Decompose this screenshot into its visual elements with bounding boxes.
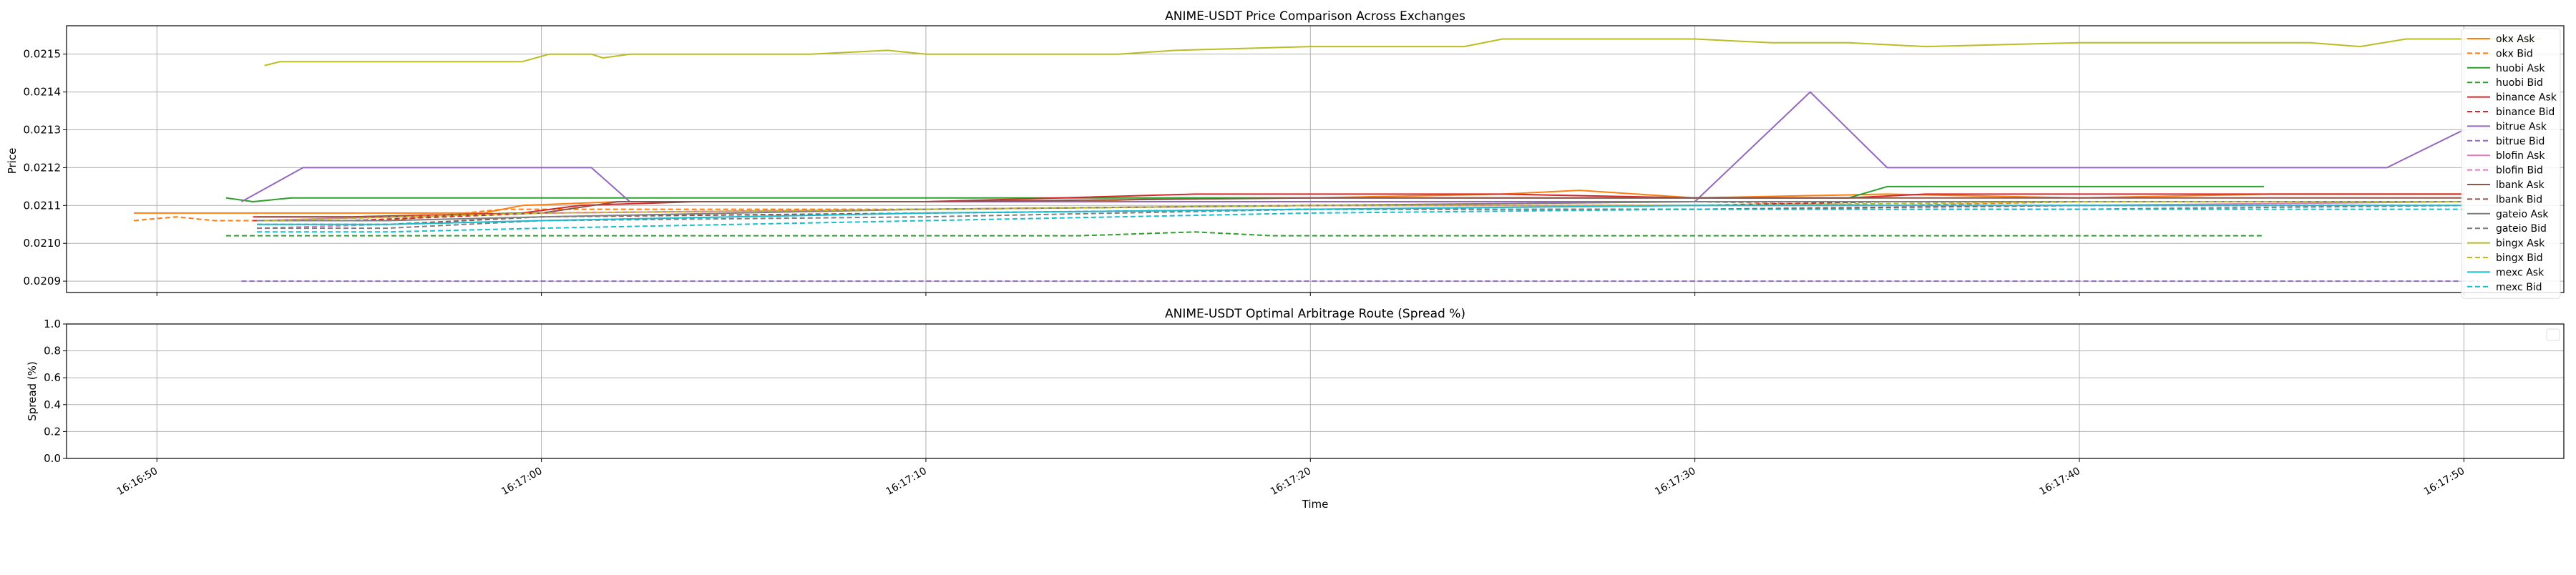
legend-label-bingx-ask: bingx Ask <box>2496 238 2545 250</box>
bottom-y-tick-label: 0.6 <box>44 371 61 384</box>
legend-label-huobi-bid: huobi Bid <box>2496 77 2543 89</box>
top-chart-title: ANIME-USDT Price Comparison Across Excha… <box>1165 9 1465 24</box>
series-line-huobi-ask <box>225 185 2264 202</box>
bottom-y-tick-label: 0.2 <box>44 425 61 438</box>
bottom-y-tick-label: 0.0 <box>44 452 61 465</box>
series-line-bitrue-ask <box>241 91 2464 202</box>
arbitrage-spread-chart: ANIME-USDT Optimal Arbitrage Route (Spre… <box>26 307 2565 511</box>
bottom-chart-plot-frame <box>66 323 2565 459</box>
top-chart-x-ticks <box>156 293 2464 296</box>
top-y-tick-label: 0.0215 <box>24 48 62 61</box>
bottom-chart-x-axis-label: Time <box>1302 498 1329 511</box>
legend-label-huobi-ask: huobi Ask <box>2496 63 2545 74</box>
legend-label-okx-ask: okx Ask <box>2496 34 2535 45</box>
bottom-x-tick-label: 16:17:40 <box>2037 466 2082 498</box>
top-chart-y-axis-label: Price <box>6 148 19 175</box>
top-chart-series-group <box>133 38 2541 282</box>
legend-label-mexc-ask: mexc Ask <box>2496 267 2545 278</box>
legend-frame <box>2461 28 2561 299</box>
bottom-chart-title: ANIME-USDT Optimal Arbitrage Route (Spre… <box>1165 307 1465 321</box>
top-y-tick-label: 0.0211 <box>24 199 62 212</box>
series-line-mexc-ask <box>257 205 2464 225</box>
top-y-tick-label: 0.0214 <box>24 86 62 99</box>
top-y-tick-label: 0.0210 <box>24 237 62 250</box>
series-line-huobi-bid <box>226 231 2264 237</box>
bottom-x-tick-label: 16:17:10 <box>884 466 928 498</box>
series-line-mexc-bid <box>257 208 2464 233</box>
legend-label-bingx-bid: bingx Bid <box>2496 252 2543 264</box>
top-chart-legend: okx Ask okx Bid huobi Ask huobi Bid binance … <box>2461 28 2561 299</box>
top-chart-y-ticks: 0.0209 0.0210 0.0211 0.0212 0.0213 0.0214 0.02… <box>24 48 67 288</box>
bottom-x-tick-label: 16:17:20 <box>1269 466 1313 498</box>
bottom-x-tick-label: 16:16:50 <box>115 466 160 498</box>
bottom-x-tick-label: 16:17:00 <box>499 466 544 498</box>
top-chart-plot-frame <box>66 25 2565 293</box>
bottom-y-tick-label: 1.0 <box>44 318 61 330</box>
legend-label-binance-bid: binance Bid <box>2496 107 2555 118</box>
bottom-chart-legend-box <box>2546 328 2560 341</box>
top-y-tick-label: 0.0212 <box>24 161 62 174</box>
bottom-y-tick-label: 0.8 <box>44 345 61 358</box>
series-line-bingx-bid <box>264 201 2464 222</box>
legend-label-okx-bid: okx Bid <box>2496 48 2533 59</box>
top-y-tick-label: 0.0213 <box>24 123 62 136</box>
series-line-binance-ask <box>253 193 2464 218</box>
series-line-lbank-ask <box>257 197 2464 218</box>
price-comparison-chart: ANIME-USDT Price Comparison Across Excha… <box>6 9 2565 299</box>
series-line-bingx-ask <box>264 38 2541 67</box>
legend-label-bitrue-bid: bitrue Bid <box>2496 136 2545 147</box>
legend-label-blofin-bid: blofin Bid <box>2496 165 2543 177</box>
legend-label-lbank-bid: lbank Bid <box>2496 194 2542 205</box>
top-y-tick-label: 0.0209 <box>24 275 62 288</box>
bottom-chart-y-ticks: 0.0 0.2 0.4 0.6 0.8 1.0 <box>44 318 67 465</box>
bottom-chart-x-ticks: 16:16:50 16:17:00 16:17:10 16:17:20 16:17:30… <box>115 458 2467 498</box>
bottom-y-tick-label: 0.4 <box>44 398 61 411</box>
bottom-chart-gridlines <box>67 323 2564 459</box>
bottom-x-tick-label: 16:17:50 <box>2422 466 2467 498</box>
legend-label-mexc-bid: mexc Bid <box>2496 282 2542 293</box>
legend-label-bitrue-ask: bitrue Ask <box>2496 121 2547 132</box>
bottom-chart-y-axis-label: Spread (%) <box>26 361 39 421</box>
legend-label-binance-ask: binance Ask <box>2496 92 2557 104</box>
top-chart-gridlines <box>67 26 2564 293</box>
legend-label-gateio-ask: gateio Ask <box>2496 209 2549 220</box>
legend-label-gateio-bid: gateio Bid <box>2496 223 2547 235</box>
legend-label-blofin-ask: blofin Ask <box>2496 150 2545 162</box>
legend-label-lbank-ask: lbank Ask <box>2496 180 2545 191</box>
bottom-x-tick-label: 16:17:30 <box>1653 466 1697 498</box>
